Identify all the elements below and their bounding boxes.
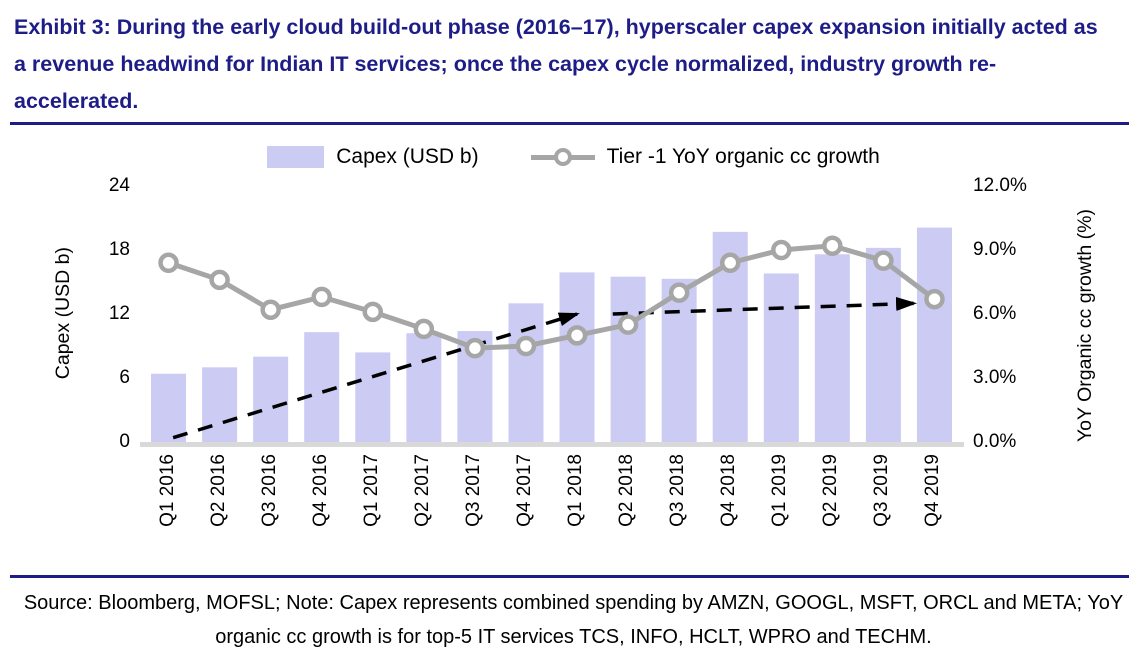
growth-line-swatch-icon <box>530 148 595 166</box>
x-axis-label-Q3-2018: Q3 2018 <box>667 454 689 527</box>
chart-legend: Capex (USD b) Tier -1 YoY organic cc gro… <box>0 145 1147 169</box>
capex-bar-Q2-2016 <box>202 367 238 442</box>
x-axis-label-Q3-2016: Q3 2016 <box>258 454 280 527</box>
x-axis-label-Q2-2018: Q2 2018 <box>616 454 638 527</box>
growth-marker-Q2-2017 <box>413 318 435 340</box>
right-axis-tick-6.0%: 6.0% <box>973 303 1017 324</box>
title-divider-rule <box>10 122 1129 125</box>
capex-bar-Q3-2019 <box>865 247 901 442</box>
capex-growth-chart: Capex (USD b) Tier -1 YoY organic cc gro… <box>0 125 1147 573</box>
growth-marker-Q2-2019 <box>822 235 843 256</box>
growth-marker-Q3-2017 <box>464 337 486 359</box>
capex-bar-Q1-2017 <box>355 352 391 442</box>
x-axis-label-Q4-2016: Q4 2016 <box>309 454 331 527</box>
x-axis-label-Q2-2019: Q2 2019 <box>820 454 842 527</box>
growth-marker-Q3-2018 <box>668 282 690 303</box>
x-axis-label-Q1-2019: Q1 2019 <box>769 454 791 527</box>
legend-capex-label: Capex (USD b) <box>336 145 479 168</box>
capex-bar-Q2-2018 <box>610 276 646 442</box>
right-axis-tick-12.0%: 12.0% <box>973 175 1027 196</box>
capex-bar-Q1-2019 <box>763 273 799 442</box>
growth-marker-Q4-2019 <box>924 288 945 310</box>
left-axis-tick-24: 24 <box>108 175 130 196</box>
x-axis-label-Q4-2019: Q4 2019 <box>922 454 944 527</box>
x-axis-label-Q1-2017: Q1 2017 <box>360 454 382 527</box>
right-axis-title: YoY Organic cc growth (%) <box>1074 209 1096 443</box>
capex-bar-Q4-2017 <box>508 303 544 442</box>
growth-marker-Q4-2018 <box>719 252 741 274</box>
left-axis-tick-12: 12 <box>108 303 130 324</box>
right-axis-tick-0.0%: 0.0% <box>973 431 1017 452</box>
growth-marker-Q1-2017 <box>362 301 384 323</box>
capex-bar-Q2-2019 <box>814 254 850 442</box>
left-axis-title: Capex (USD b) <box>52 247 74 380</box>
x-axis-label-Q4-2017: Q4 2017 <box>513 454 535 527</box>
legend-item-capex: Capex (USD b) <box>267 145 479 169</box>
x-axis-label-Q2-2017: Q2 2017 <box>411 454 433 527</box>
growth-marker-Q3-2016 <box>260 299 281 320</box>
capex-bar-Q1-2016 <box>151 373 187 442</box>
growth-marker-Q3-2019 <box>873 250 894 271</box>
right-axis-tick-3.0%: 3.0% <box>973 367 1017 388</box>
x-axis-line <box>140 442 964 447</box>
source-divider-rule <box>10 575 1129 578</box>
growth-marker-dot-icon <box>553 148 572 166</box>
growth-marker-Q2-2016 <box>209 269 230 291</box>
growth-line <box>167 243 936 351</box>
x-axis-label-Q3-2019: Q3 2019 <box>871 454 893 527</box>
x-axis-label-Q1-2018: Q1 2018 <box>565 454 587 527</box>
x-axis-label-Q3-2017: Q3 2017 <box>462 454 484 527</box>
growth-marker-Q1-2016 <box>158 252 179 274</box>
x-axis-label-Q4-2018: Q4 2018 <box>718 454 740 527</box>
x-axis-label-Q2-2016: Q2 2016 <box>207 454 229 527</box>
capex-bar-Q3-2018 <box>661 278 697 442</box>
legend-item-growth: Tier -1 YoY organic cc growth <box>530 145 880 169</box>
exhibit-title: Exhibit 3: During the early cloud build-… <box>14 15 1098 113</box>
growth-marker-Q1-2018 <box>566 325 588 346</box>
capex-bar-Q3-2016 <box>253 356 289 442</box>
right-axis-tick-9.0%: 9.0% <box>973 239 1017 260</box>
growth-marker-Q2-2018 <box>617 314 639 335</box>
left-axis-tick-18: 18 <box>108 239 130 260</box>
capex-bar-Q2-2017 <box>406 333 442 442</box>
plot-area <box>140 227 964 447</box>
left-axis-tick-0: 0 <box>119 431 130 452</box>
source-note: Source: Bloomberg, MOFSL; Note: Capex re… <box>23 592 1124 648</box>
capex-bar-Q1-2018 <box>559 272 595 442</box>
x-axis-label-Q1-2016: Q1 2016 <box>156 454 178 527</box>
trend-arrow-1 <box>172 312 580 440</box>
capex-bar-Q4-2019 <box>916 227 952 442</box>
growth-marker-Q4-2017 <box>515 335 537 357</box>
legend-growth-label: Tier -1 YoY organic cc growth <box>606 145 880 168</box>
growth-marker-Q4-2016 <box>311 286 332 308</box>
growth-marker-Q1-2019 <box>771 239 792 261</box>
capex-bar-swatch-icon <box>267 146 325 168</box>
left-axis-tick-6: 6 <box>119 367 130 388</box>
